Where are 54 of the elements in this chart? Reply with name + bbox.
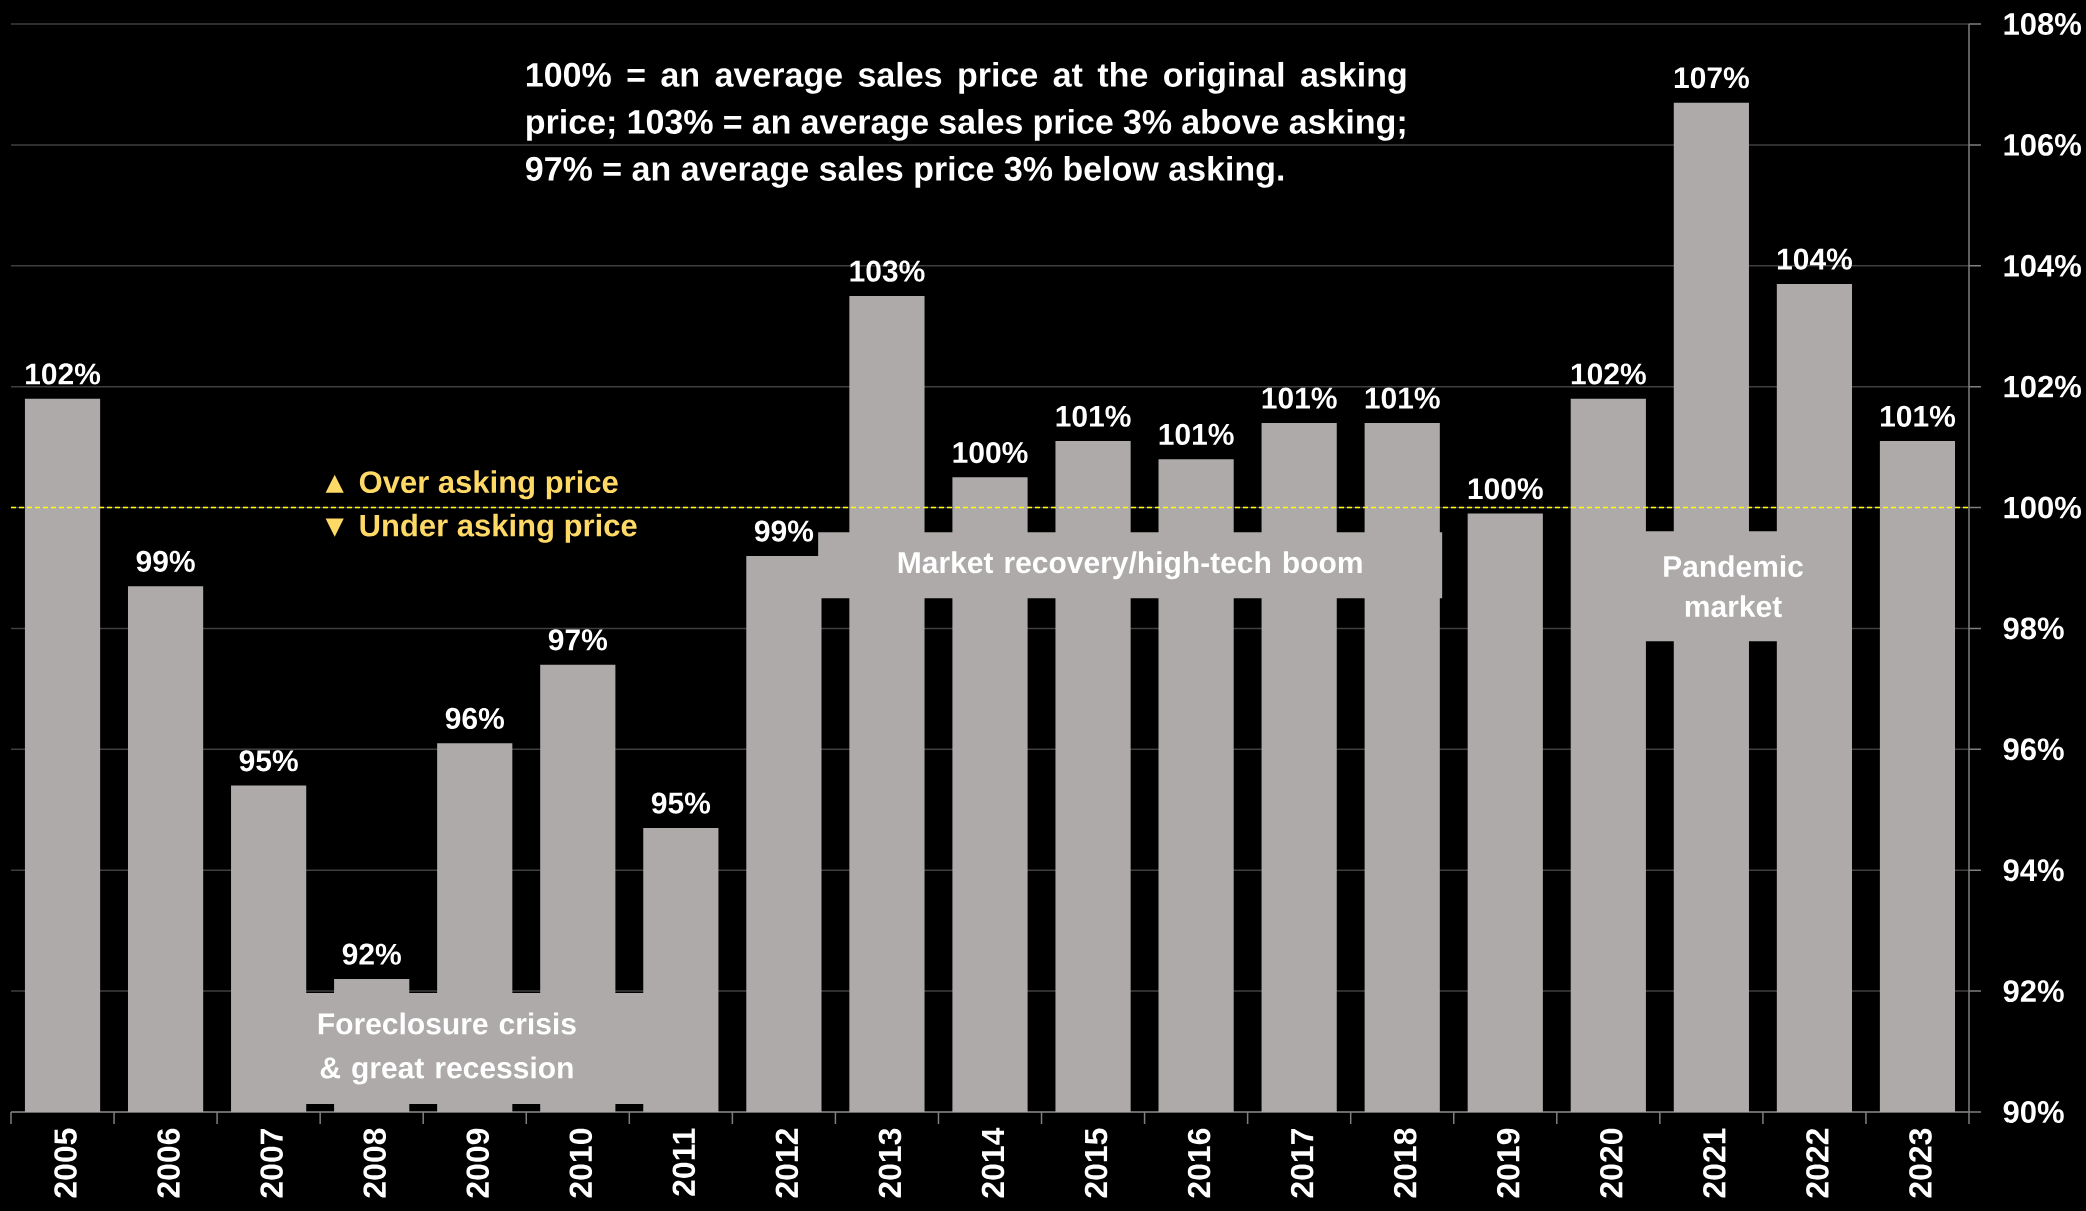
data-label: 97% bbox=[548, 629, 608, 651]
x-tick-label: 2007 bbox=[260, 1128, 283, 1198]
y-tick-label: 106% bbox=[2004, 133, 2081, 156]
annotation: ▲ Over asking price bbox=[325, 470, 618, 500]
data-label: 102% bbox=[1571, 363, 1646, 385]
y-tick-label: 98% bbox=[2003, 617, 2064, 640]
x-tick-label: 2006 bbox=[157, 1128, 180, 1198]
y-tick-label: 90% bbox=[2003, 1101, 2064, 1123]
x-tick-label: 2009 bbox=[466, 1128, 490, 1198]
x-tick-label: 2016 bbox=[1187, 1128, 1211, 1198]
data-label: 100% bbox=[1468, 478, 1543, 500]
x-tick-label: 2022 bbox=[1806, 1128, 1829, 1198]
data-label: 101% bbox=[1880, 405, 1956, 427]
x-tick-label: 2017 bbox=[1290, 1128, 1314, 1198]
annotation: 100% = an average sales price at the original asking price; 103% = an average sales price 3% above asking; 97% = an average sales price 3% below asking. bbox=[525, 61, 1406, 188]
x-tick-label: 2011 bbox=[672, 1128, 696, 1196]
data-label: 101% bbox=[1262, 387, 1337, 409]
x-tick-label: 2018 bbox=[1393, 1128, 1417, 1198]
data-label: 104% bbox=[1777, 248, 1852, 270]
x-tick-label: 2021 bbox=[1703, 1128, 1726, 1198]
x-tick-label: 2012 bbox=[775, 1128, 799, 1198]
y-tick-label: 102% bbox=[2004, 375, 2081, 398]
x-tick-label: 2013 bbox=[878, 1128, 902, 1198]
data-label: 101% bbox=[1159, 423, 1234, 446]
x-tick-label: 2015 bbox=[1084, 1128, 1108, 1198]
data-label: 95% bbox=[651, 792, 711, 814]
data-label: 100% bbox=[953, 441, 1028, 464]
annotation: Pandemic market bbox=[1664, 555, 1803, 618]
y-tick-label: 104% bbox=[2004, 254, 2081, 277]
x-tick-label: 2014 bbox=[981, 1127, 1005, 1198]
data-label: 99% bbox=[136, 550, 195, 572]
annotation: Foreclosure crisis & great recession bbox=[318, 1012, 576, 1085]
annotation: ▼ Under asking price bbox=[325, 513, 637, 543]
y-tick-label: 94% bbox=[2003, 859, 2064, 882]
x-tick-label: 2020 bbox=[1600, 1128, 1623, 1198]
data-label: 99% bbox=[754, 520, 814, 542]
x-tick-label: 2005 bbox=[54, 1128, 77, 1198]
x-tick-label: 2019 bbox=[1496, 1128, 1520, 1198]
data-label: 101% bbox=[1056, 405, 1131, 427]
data-label: 103% bbox=[850, 260, 925, 282]
x-tick-label: 2008 bbox=[363, 1128, 387, 1198]
y-tick-label: 100% bbox=[2004, 496, 2081, 519]
data-label: 96% bbox=[445, 707, 504, 730]
x-tick-label: 2010 bbox=[569, 1128, 593, 1198]
y-tick-label: 92% bbox=[2003, 980, 2064, 1003]
y-tick-label: 108% bbox=[2004, 13, 2081, 35]
x-tick-label: 2023 bbox=[1909, 1128, 1932, 1198]
data-label: 92% bbox=[342, 943, 401, 965]
data-label: 95% bbox=[239, 750, 298, 772]
data-label: 101% bbox=[1365, 387, 1440, 409]
data-label: 102% bbox=[26, 363, 101, 385]
annotation: Market recovery/high-tech boom bbox=[898, 551, 1362, 580]
data-label: 107% bbox=[1674, 67, 1749, 89]
y-tick-label: 96% bbox=[2003, 738, 2064, 761]
